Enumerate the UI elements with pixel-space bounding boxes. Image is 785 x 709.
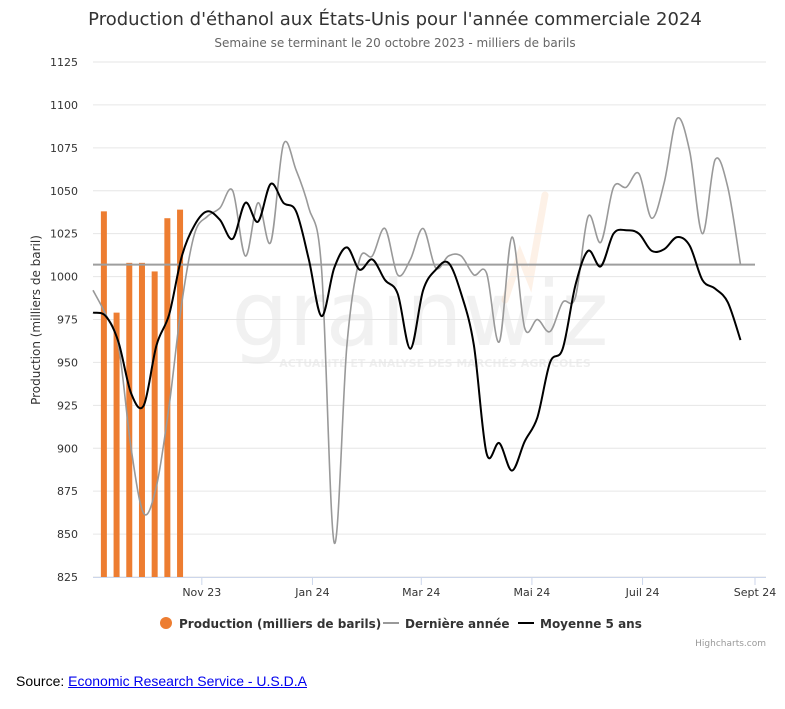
production-bar [100,211,107,577]
y-tick-label: 1075 [50,142,78,155]
production-bar [177,209,184,577]
y-axis: 825 850 875 900 925 950 975 1000 1025 1050 1075 110… [50,56,78,584]
y-axis-title: Production (milliers de baril) [29,235,43,405]
y-tick-label: 1100 [50,99,78,112]
legend-label-five-year-average: Moyenne 5 ans [540,617,642,631]
watermark: grainwiz ACTUALITÉ ET ANALYSE DES MARCHÉ… [231,191,609,370]
legend-item-previous-year[interactable]: Dernière année [383,617,510,631]
grid-lines [93,61,766,578]
production-bar [164,218,171,577]
production-bars [100,209,184,577]
x-tick-label: Sept 24 [734,586,777,599]
legend-item-production[interactable]: Production (milliers de barils) [160,617,381,631]
x-tick-label: Jan 24 [294,586,329,599]
chart-subtitle: Semaine se terminant le 20 octobre 2023 … [214,36,575,50]
source-line: Source: Economic Research Service - U.S.… [16,673,307,689]
watermark-accent-arrow [501,191,549,304]
y-tick-label: 1000 [50,271,78,284]
y-tick-label: 1050 [50,185,78,198]
x-tick-label: Juil 24 [625,586,660,599]
production-bar [113,312,120,577]
y-tick-label: 825 [57,571,78,584]
production-bar [126,262,133,577]
production-bar [138,262,145,577]
y-tick-label: 1125 [50,56,78,69]
legend-marker-production [160,617,172,629]
highcharts-credits[interactable]: Highcharts.com [695,639,766,649]
line-five-year-average [92,182,742,472]
production-bar [151,271,158,577]
line-previous-year [92,116,742,544]
y-tick-label: 900 [57,442,78,455]
chart-title: Production d'éthanol aux États-Unis pour… [88,8,702,30]
y-tick-label: 1025 [50,228,78,241]
y-tick-label: 975 [57,314,78,327]
x-axis: Nov 23 Jan 24 Mar 24 Mai 24 Juil 24 Sept 24 [93,577,776,599]
legend-label-production: Production (milliers de barils) [179,617,381,631]
legend-label-previous-year: Dernière année [405,617,510,631]
y-tick-label: 850 [57,528,78,541]
x-tick-label: Mar 24 [402,586,440,599]
watermark-tagline: ACTUALITÉ ET ANALYSE DES MARCHÉS AGRICOL… [279,357,591,370]
x-tick-label: Nov 23 [182,586,221,599]
y-tick-label: 925 [57,399,78,412]
source-link[interactable]: Economic Research Service - U.S.D.A [68,673,307,689]
x-tick-label: Mai 24 [514,586,551,599]
legend: Production (milliers de barils) Dernière… [160,617,642,631]
y-tick-label: 950 [57,356,78,369]
watermark-logo-text: grainwiz [231,262,608,367]
y-tick-label: 875 [57,485,78,498]
legend-item-five-year-average[interactable]: Moyenne 5 ans [518,617,642,631]
series-lines [92,116,742,544]
source-label: Source: [16,673,65,689]
ethanol-chart: Production d'éthanol aux États-Unis pour… [29,8,776,649]
